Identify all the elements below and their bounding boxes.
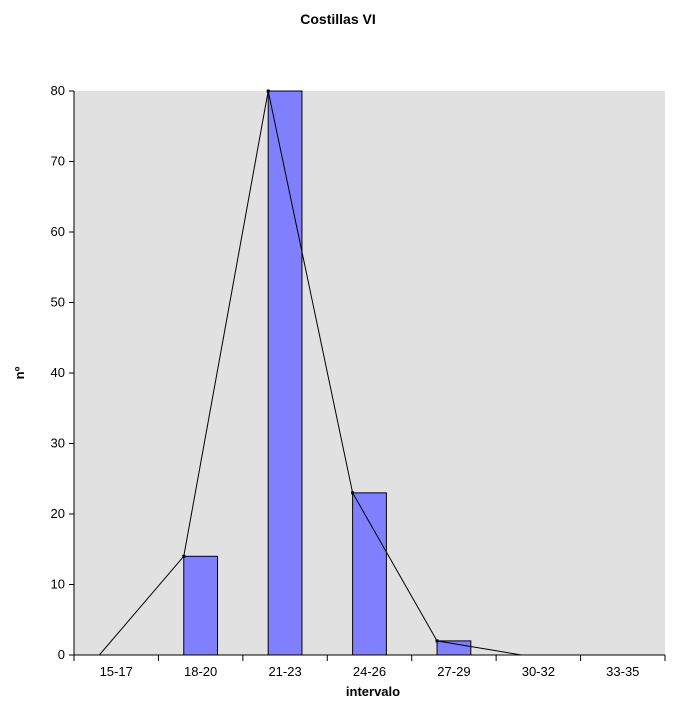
y-tick-label-80: 80 bbox=[51, 83, 65, 98]
line-point-21-23 bbox=[266, 89, 270, 93]
y-tick-label-0: 0 bbox=[58, 647, 65, 662]
axes-group: 0 10 20 30 40 50 60 70 80 15-17 18-20 21-23 24-26 27-… bbox=[51, 83, 666, 679]
bar-27-29 bbox=[436, 640, 472, 656]
y-axis-label: nº bbox=[12, 366, 27, 379]
x-axis-label: intervalo bbox=[346, 684, 400, 699]
bars-group bbox=[183, 90, 472, 656]
y-tick-label-20: 20 bbox=[51, 506, 65, 521]
x-tick-label-30-32: 30-32 bbox=[522, 664, 555, 679]
chart-title: Costillas VI bbox=[300, 11, 375, 27]
line-point-18-20 bbox=[182, 554, 186, 558]
bar-21-23 bbox=[267, 90, 303, 656]
x-tick-label-15-17: 15-17 bbox=[100, 664, 133, 679]
y-tick-label-30: 30 bbox=[51, 436, 65, 451]
x-tick-label-27-29: 27-29 bbox=[437, 664, 470, 679]
x-tick-label-21-23: 21-23 bbox=[268, 664, 301, 679]
line-point-24-26 bbox=[351, 491, 355, 495]
line-series-group bbox=[98, 89, 522, 656]
y-tick-label-60: 60 bbox=[51, 224, 65, 239]
frequency-line bbox=[98, 90, 522, 656]
y-tick-label-50: 50 bbox=[51, 295, 65, 310]
x-tick-label-33-35: 33-35 bbox=[606, 664, 639, 679]
y-tick-label-40: 40 bbox=[51, 365, 65, 380]
x-tick-label-18-20: 18-20 bbox=[184, 664, 217, 679]
x-tick-label-24-26: 24-26 bbox=[353, 664, 386, 679]
y-tick-label-70: 70 bbox=[51, 154, 65, 169]
line-point-27-29 bbox=[435, 639, 439, 643]
y-tick-label-10: 10 bbox=[51, 577, 65, 592]
bar-18-20 bbox=[183, 555, 219, 656]
bar-24-26 bbox=[352, 492, 387, 656]
